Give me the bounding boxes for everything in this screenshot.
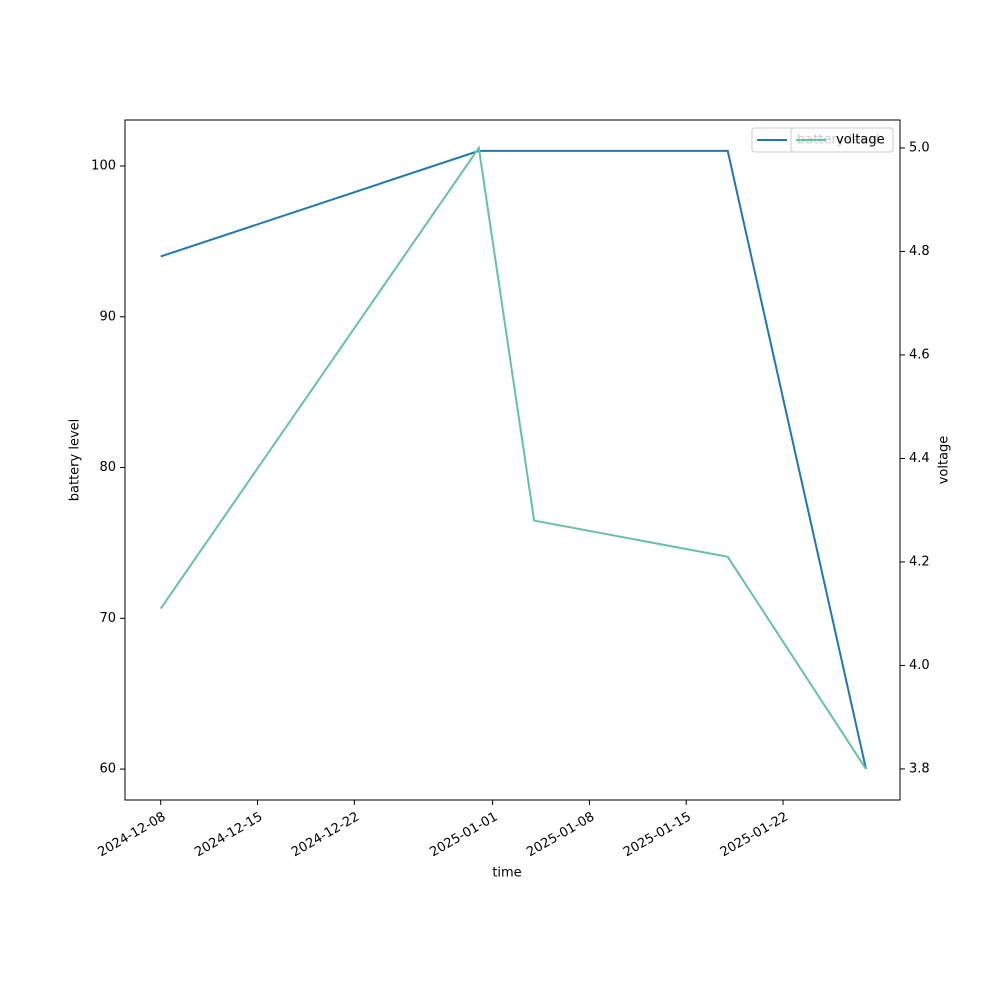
data-line (159, 145, 867, 770)
y2-tick-label: 4.8 (909, 244, 930, 259)
y-tick-label: 80 (99, 460, 116, 475)
y2-tick-label: 3.8 (909, 761, 930, 776)
y2-tick-label: 4.2 (909, 554, 930, 569)
x-tick-label: 2025-01-01 (427, 810, 500, 861)
plot-frame (124, 119, 901, 801)
x-tick-label: 2024-12-22 (289, 810, 362, 861)
legend-box (790, 127, 894, 153)
y2-tick-label: 4.4 (909, 451, 930, 466)
x-tick-label: 2025-01-22 (718, 810, 791, 861)
data-line (160, 149, 867, 770)
y2-tick-label: 4.6 (909, 347, 930, 362)
y-tick-label: 100 (91, 158, 116, 173)
legend-label: voltage (836, 133, 885, 148)
y2-tick-label: 5.0 (909, 140, 930, 155)
x-tick-label: 2024-12-15 (192, 810, 265, 861)
x-tick-label: 2025-01-08 (524, 810, 597, 861)
x-tick-label: 2024-12-08 (96, 810, 169, 861)
y-tick-label: 90 (99, 309, 116, 324)
y-axis-label: battery level (68, 419, 83, 502)
x-tick-label: 2025-01-15 (621, 810, 694, 861)
y-tick-label: 70 (99, 611, 116, 626)
y2-axis-label: voltage (937, 436, 952, 485)
y2-tick-label: 4.0 (909, 658, 930, 673)
x-axis-label: time (492, 866, 521, 881)
y-tick-label: 60 (99, 762, 116, 777)
